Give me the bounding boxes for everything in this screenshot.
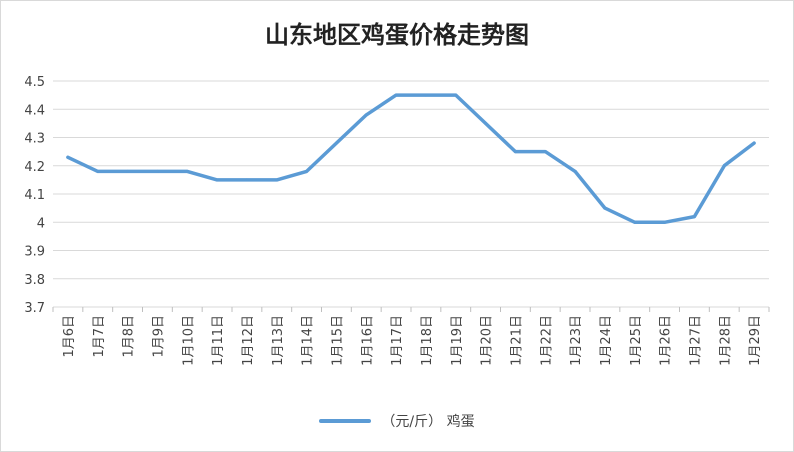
x-tick-label: 1月24日 [599,315,614,366]
x-tick-label: 1月29日 [748,315,763,366]
y-tick-label: 4.3 [24,132,45,147]
data-point [513,150,517,154]
x-tick-label: 1月22日 [539,315,554,366]
chart-title: 山东地区鸡蛋价格走势图 [265,20,529,49]
x-tick-label: 1月10日 [181,315,196,366]
data-point [573,169,577,173]
y-tick-label: 3.7 [24,301,45,316]
y-tick-label: 4.2 [24,160,45,175]
y-tick-label: 3.9 [24,245,45,260]
x-tick-label: 1月14日 [301,315,316,366]
series-line [66,93,756,225]
data-point [185,169,189,173]
x-tick-label: 1月20日 [480,315,495,366]
data-point [245,178,249,182]
data-point [633,220,637,224]
y-tick-label: 3.8 [24,273,45,288]
y-tick-label: 4.5 [24,75,45,90]
x-tick-label: 1月8日 [122,315,137,358]
x-tick-label: 1月21日 [509,315,524,366]
data-point [454,93,458,97]
data-point [424,93,428,97]
data-point [334,141,338,145]
x-tick-label: 1月26日 [659,315,674,366]
data-point [603,206,607,210]
data-point [364,113,368,117]
data-point [215,178,219,182]
data-point [305,169,309,173]
legend-label: （元/斤） 鸡蛋 [381,414,475,430]
data-point [663,220,667,224]
data-point [155,169,159,173]
data-point [543,150,547,154]
data-point [692,215,696,219]
data-point [722,164,726,168]
legend: （元/斤） 鸡蛋 [1,411,793,431]
data-point [66,155,70,159]
data-point [275,178,279,182]
data-point [484,121,488,125]
y-tick-label: 4 [37,216,45,231]
data-point [394,93,398,97]
x-tick-label: 1月28日 [718,315,733,366]
legend-line-swatch [319,419,372,423]
x-tick-label: 1月9日 [151,315,166,358]
x-tick-label: 1月16日 [360,315,375,366]
x-tick-label: 1月27日 [688,315,703,366]
y-tick-label: 4.4 [24,103,45,118]
x-tick-label: 1月6日 [62,315,77,358]
x-tick-label: 1月13日 [271,315,286,366]
x-tick-label: 1月19日 [450,315,465,366]
data-point [752,141,756,145]
x-tick-label: 1月7日 [92,315,107,358]
x-tick-label: 1月11日 [211,315,226,366]
data-point [126,169,130,173]
x-tick-label: 1月17日 [390,315,405,366]
x-tick-label: 1月25日 [629,315,644,366]
x-tick-label: 1月23日 [569,315,584,366]
data-point [96,169,100,173]
x-tick-label: 1月15日 [330,315,345,366]
x-tick-label: 1月12日 [241,315,256,366]
x-tick-label: 1月18日 [420,315,435,366]
y-tick-label: 4.1 [24,188,45,203]
